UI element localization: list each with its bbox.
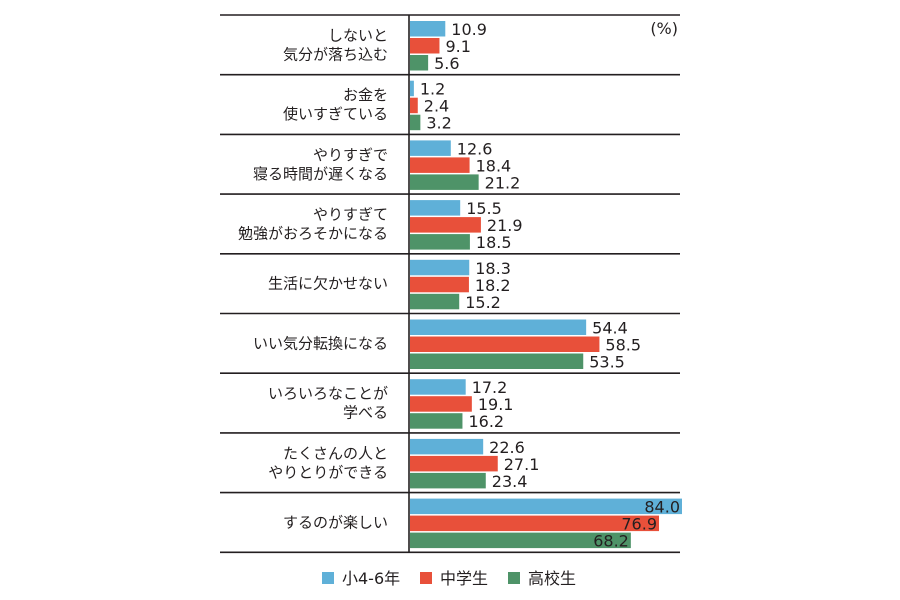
bar (410, 55, 429, 71)
category-label: いい気分転換になる (253, 334, 388, 352)
bar (410, 38, 440, 54)
bar (410, 97, 418, 114)
bar (410, 174, 479, 190)
bar (410, 532, 631, 549)
bar (410, 472, 486, 489)
category-label: いろいろなことが (268, 385, 388, 403)
bar (410, 140, 451, 156)
data-label: 18.5 (476, 233, 512, 252)
bar (410, 438, 484, 455)
data-label: 58.5 (605, 336, 641, 355)
category-label: 学べる (343, 404, 388, 422)
category-label: 使いすぎている (283, 105, 388, 123)
category-label: やりすぎで (313, 146, 388, 164)
category-label: するのが楽しい (283, 513, 388, 531)
data-label: 10.9 (451, 20, 487, 39)
data-label: 12.6 (457, 139, 493, 158)
data-label: 19.1 (478, 395, 514, 414)
legend-swatch (420, 572, 432, 584)
data-label: 84.0 (644, 498, 680, 517)
bar (410, 396, 472, 412)
bar (410, 293, 460, 310)
bar (410, 21, 446, 37)
category-label: お金を (343, 86, 388, 104)
bar (410, 157, 470, 173)
bar (410, 353, 584, 369)
legend-swatch (322, 572, 334, 584)
bar (410, 336, 600, 352)
bar (410, 413, 463, 429)
unit-label: (%) (650, 19, 678, 38)
bar (410, 234, 470, 250)
bar (410, 515, 660, 532)
legend: 小4-6年 中学生 高校生 (322, 569, 576, 588)
data-label: 3.2 (426, 114, 451, 133)
bar (410, 217, 481, 233)
bar (410, 498, 682, 515)
category-label: 寝る時間が遅くなる (253, 165, 388, 183)
bar (410, 259, 470, 276)
data-label: 1.2 (420, 80, 445, 99)
category-label: しないと (328, 26, 388, 44)
data-label: 22.6 (489, 438, 525, 457)
data-label: 17.2 (472, 378, 508, 397)
category-label: たくさんの人と (283, 444, 388, 462)
data-label: 18.4 (476, 156, 512, 175)
data-label: 16.2 (468, 412, 504, 431)
data-label: 5.6 (434, 54, 459, 73)
category-label: やりとりができる (268, 463, 388, 481)
data-label: 54.4 (592, 319, 628, 338)
legend-swatch (508, 572, 520, 584)
bar (410, 379, 466, 395)
data-label: 2.4 (424, 97, 449, 116)
data-label: 15.5 (466, 199, 502, 218)
category-label: 勉強がおろそかになる (238, 224, 388, 242)
legend-label: 高校生 (528, 569, 576, 588)
data-label: 21.2 (485, 173, 521, 192)
data-label: 53.5 (589, 353, 625, 372)
bar (410, 200, 461, 216)
bar (410, 455, 498, 472)
category-label: やりすぎて (313, 205, 388, 223)
bar (410, 276, 469, 293)
data-label: 18.3 (475, 259, 511, 278)
data-label: 21.9 (487, 216, 523, 235)
data-label: 23.4 (492, 472, 528, 491)
legend-label: 中学生 (440, 569, 488, 588)
data-label: 68.2 (593, 532, 629, 551)
data-label: 76.9 (621, 515, 657, 534)
data-label: 27.1 (504, 455, 540, 474)
category-label: 生活に欠かせない (268, 275, 388, 293)
bar (410, 319, 587, 335)
bar (410, 114, 421, 131)
data-label: 18.2 (475, 276, 511, 295)
data-label: 9.1 (445, 37, 470, 56)
category-label: 気分が落ち込む (283, 45, 388, 63)
bar (410, 80, 414, 97)
data-label: 15.2 (465, 293, 501, 312)
legend-label: 小4-6年 (342, 569, 400, 588)
